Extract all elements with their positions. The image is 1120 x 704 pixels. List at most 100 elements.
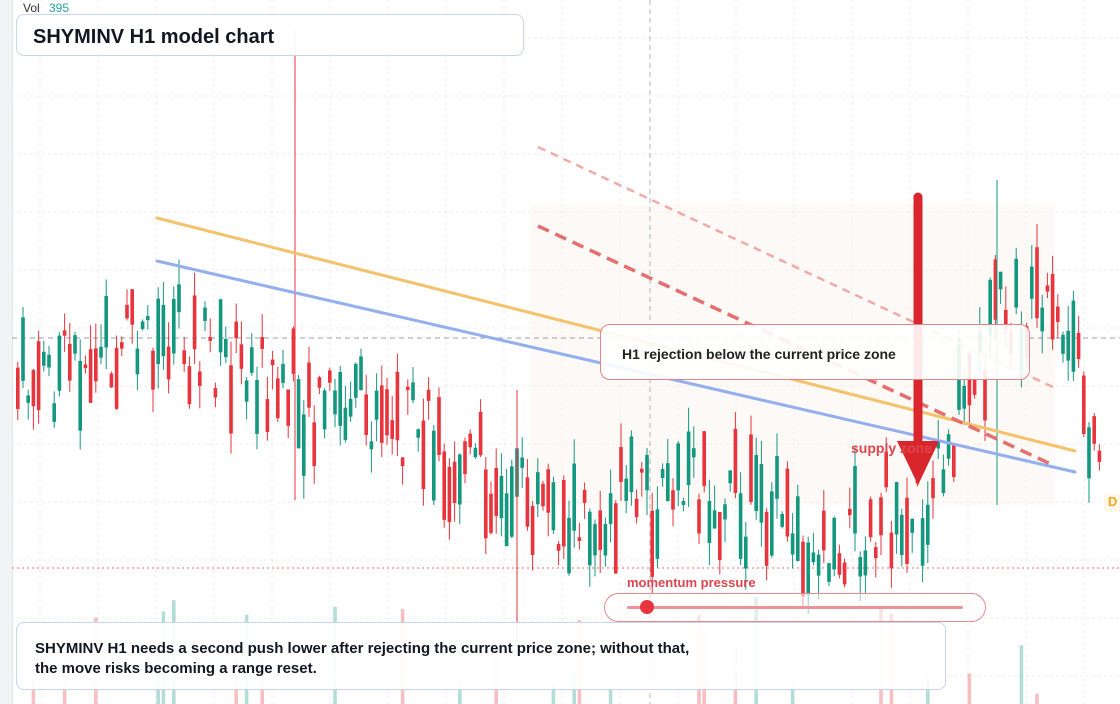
candle-body (109, 373, 114, 388)
candle-body (941, 469, 946, 494)
channel-line-upper[interactable] (537, 145, 1056, 390)
volume-label: Vol (23, 1, 40, 15)
candle-body (686, 431, 691, 486)
momentum-gauge[interactable] (604, 593, 986, 622)
candle-body (879, 497, 883, 536)
candle-body (952, 444, 956, 478)
candle-body (1056, 306, 1060, 322)
candle-body (432, 430, 436, 501)
candle-body (785, 468, 790, 537)
candle-body (478, 411, 483, 456)
candle-body (946, 434, 951, 459)
candle-body (842, 562, 847, 585)
candle-body (972, 379, 977, 395)
candle-body (130, 289, 134, 325)
candle-body (645, 454, 649, 491)
candle-body (983, 369, 987, 421)
candle-body (551, 482, 556, 531)
candle-body (744, 536, 748, 569)
volume-bar (551, 683, 556, 704)
candle-body (749, 434, 753, 503)
candle-body (702, 431, 706, 486)
summary-card: SHYMINV H1 needs a second push lower aft… (16, 622, 946, 690)
candle-body (1035, 247, 1039, 319)
candle-body (213, 388, 218, 398)
candle-body (88, 349, 93, 403)
candle-body (47, 354, 51, 368)
candle-body (692, 448, 696, 458)
candle-body (582, 489, 587, 503)
candle-body (530, 506, 535, 555)
candle-body (640, 468, 644, 473)
candle-body (94, 348, 98, 382)
candle-body (296, 379, 301, 449)
momentum-track (627, 606, 963, 609)
candle-body (738, 493, 743, 559)
candle-body (1050, 274, 1055, 340)
candle-body (858, 557, 862, 577)
candle-body (629, 436, 634, 493)
candle-body (1045, 285, 1050, 292)
candle-body (146, 316, 150, 321)
candle-body (796, 496, 800, 561)
candle-body (536, 472, 540, 505)
candle-body (463, 441, 467, 475)
candle-body (541, 483, 545, 507)
candle-body (1082, 375, 1086, 434)
candle-body (68, 343, 72, 381)
candle-body (1092, 416, 1096, 444)
candle-body (759, 464, 764, 523)
rejection-callout[interactable]: H1 rejection below the current price zon… (600, 324, 1030, 380)
candle-body (255, 379, 259, 434)
candle-body (369, 441, 374, 450)
candle-body (442, 451, 446, 520)
candle-body (234, 321, 238, 339)
candle-body (1040, 307, 1044, 332)
candle-body (359, 356, 363, 390)
candle-body (239, 344, 244, 369)
candle-body (286, 389, 290, 426)
candle-body (177, 284, 181, 313)
chart-title: SHYMINV H1 model chart (33, 26, 275, 48)
candle-body (494, 468, 498, 516)
candle-body (161, 304, 166, 357)
candle-body (546, 469, 550, 513)
candle-body (889, 532, 894, 569)
candle-body (21, 317, 25, 381)
candle-body (676, 443, 680, 491)
candle-body (712, 510, 717, 529)
candle-body (421, 420, 426, 490)
candle-body (770, 491, 774, 556)
candle-body (317, 377, 322, 388)
candle-body (993, 259, 998, 320)
candle-body (416, 429, 420, 438)
candle-body (562, 480, 566, 547)
candle-body (775, 455, 779, 499)
candle-body (151, 350, 155, 390)
candle-body (244, 380, 249, 402)
volume-bar (1019, 645, 1024, 704)
price-scale-strip[interactable] (0, 0, 13, 704)
candle-body (333, 390, 337, 415)
candle-body (411, 382, 415, 401)
candle-body (556, 543, 561, 551)
candle-body (811, 552, 816, 563)
candle-body (208, 336, 212, 341)
candle-body (312, 422, 316, 467)
momentum-knob[interactable] (640, 600, 655, 614)
candle-body (166, 346, 171, 380)
candle-body (73, 335, 77, 354)
candle-body (447, 466, 452, 523)
candle-body (1061, 334, 1065, 354)
candle-body (57, 335, 62, 391)
candle-body (593, 524, 597, 556)
candle-body (203, 307, 207, 321)
candle-body (395, 371, 400, 441)
candle-body (380, 385, 384, 443)
down-arrow-icon (897, 441, 939, 485)
candle-body (624, 478, 628, 501)
candle-body (619, 447, 623, 482)
volume-bar (967, 673, 972, 704)
candle-body (484, 469, 488, 539)
